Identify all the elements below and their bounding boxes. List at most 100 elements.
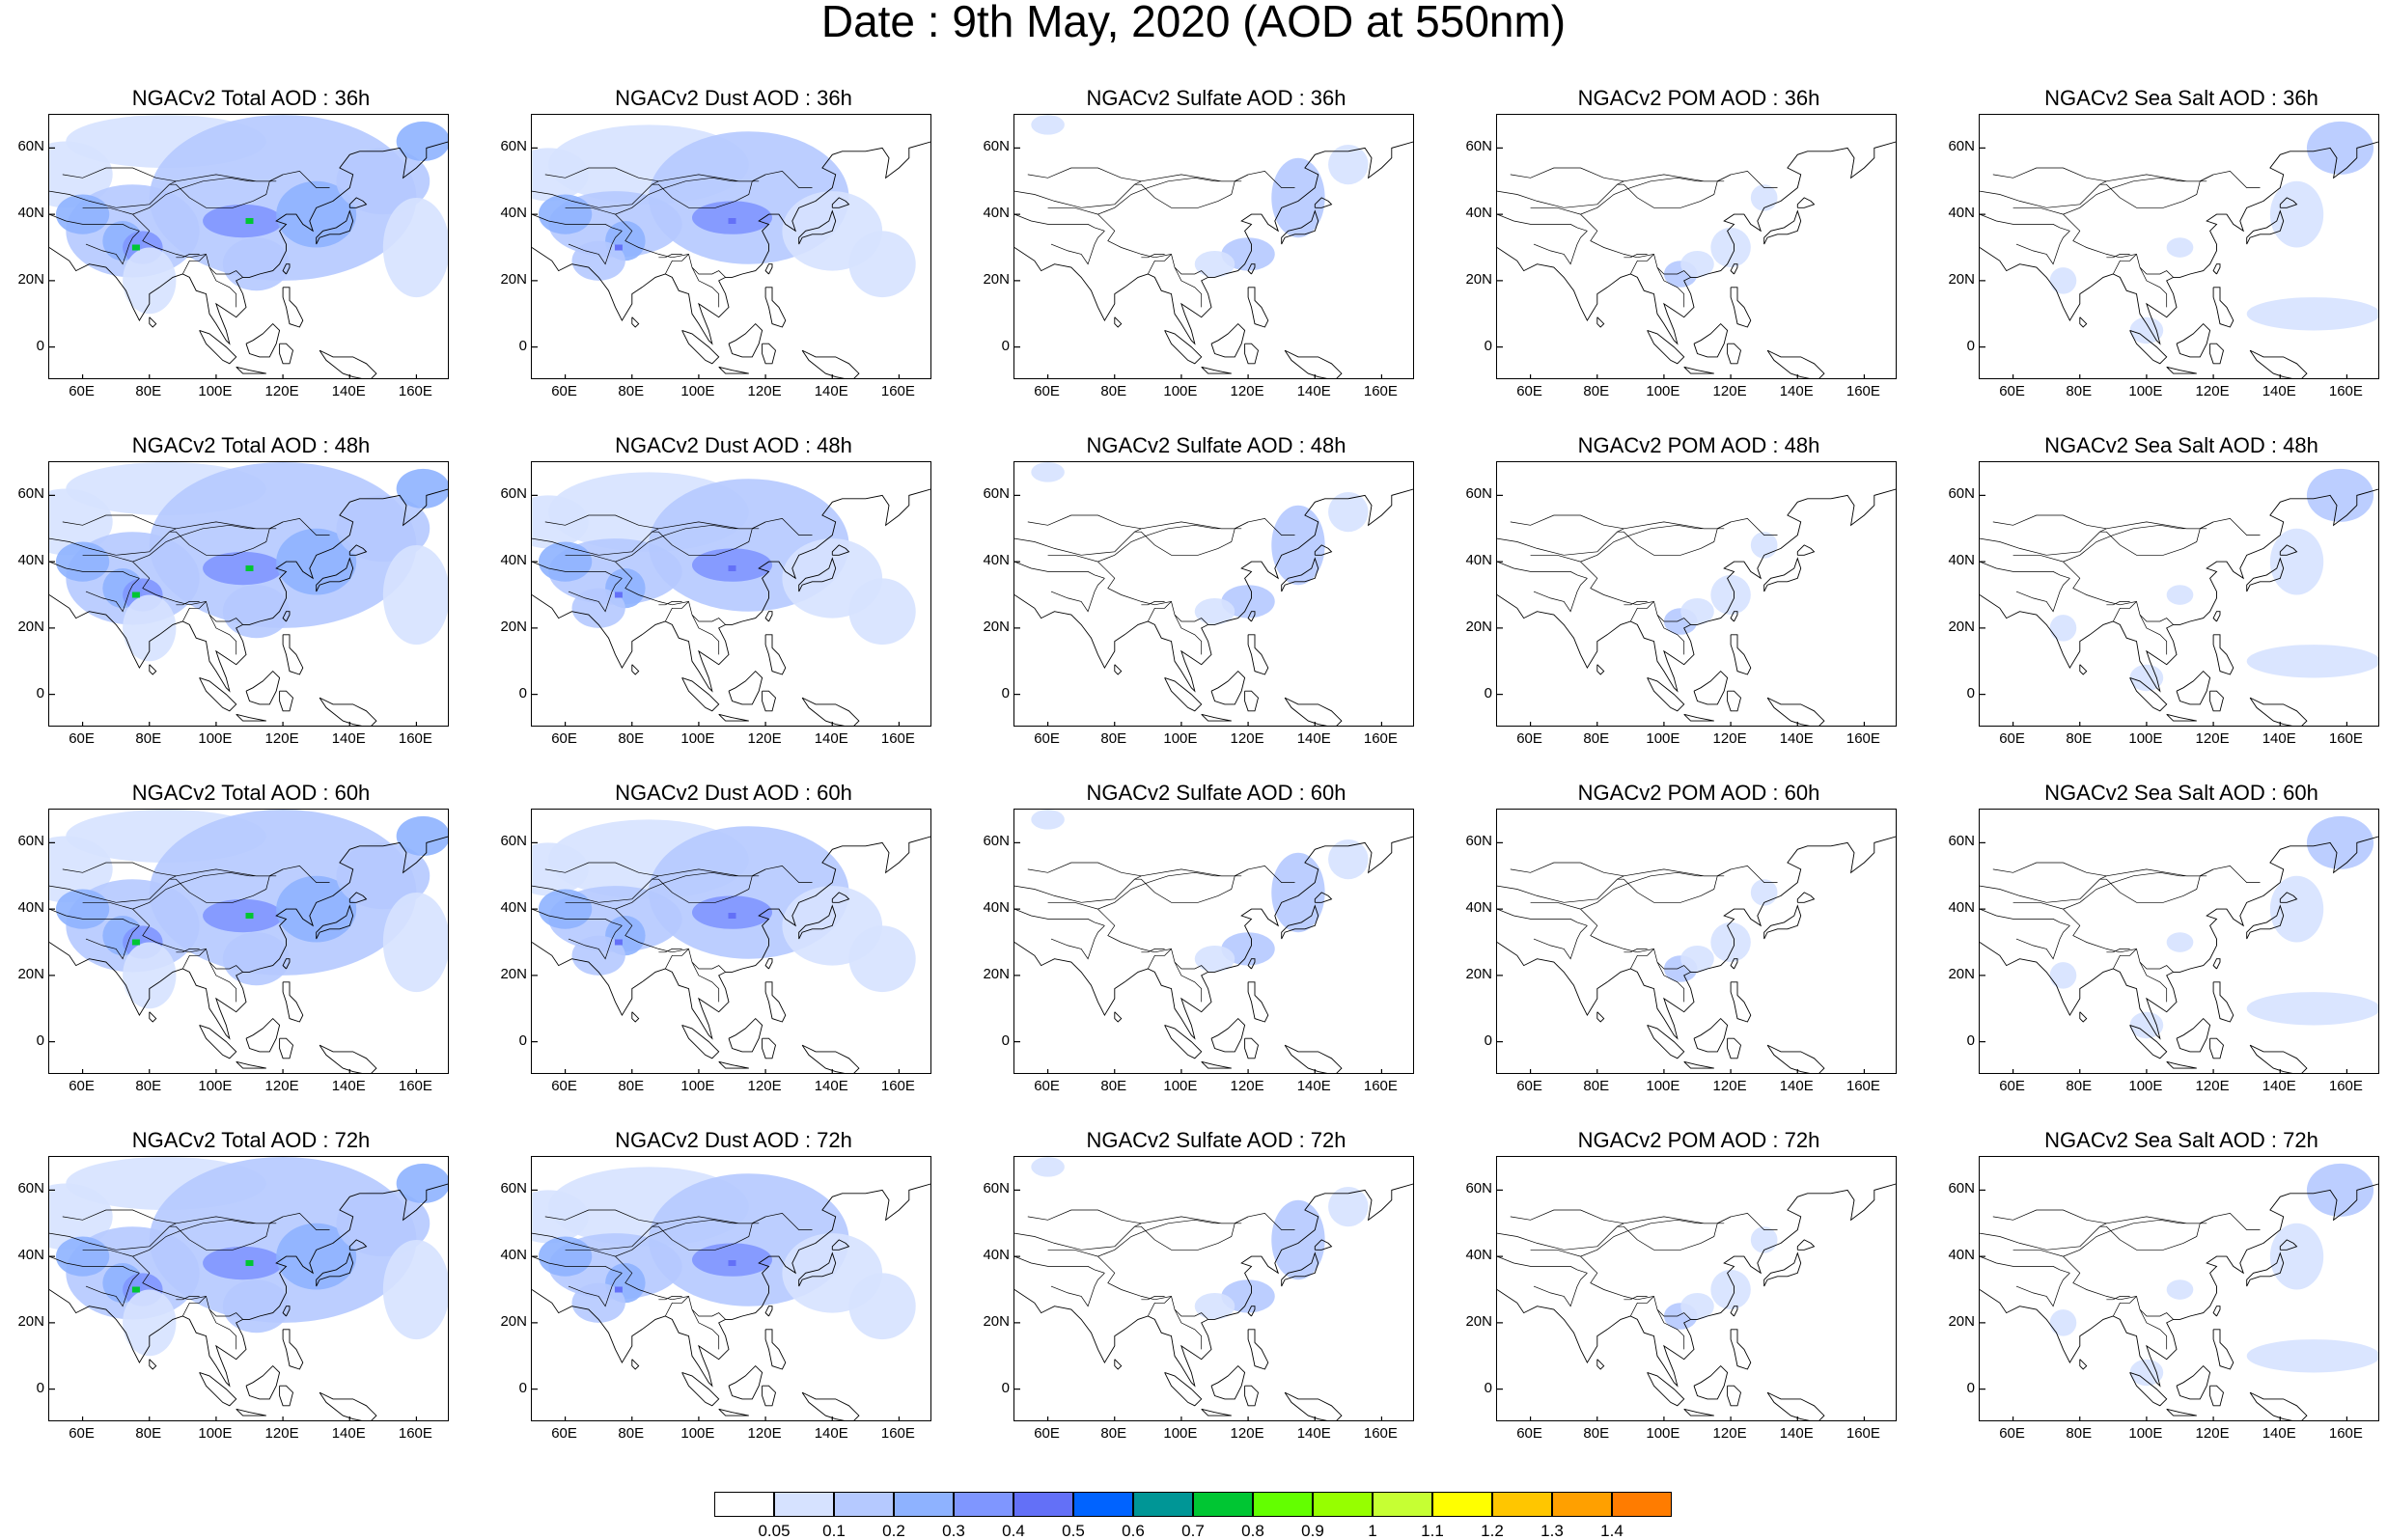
aod-hotspot bbox=[131, 591, 140, 598]
country-border bbox=[1014, 521, 1242, 556]
country-border bbox=[62, 514, 177, 530]
aod-hotspot bbox=[728, 218, 736, 224]
coastline bbox=[1314, 544, 1333, 556]
lat-label: 20N bbox=[983, 270, 1010, 288]
coastline bbox=[348, 197, 368, 208]
coastline bbox=[801, 697, 860, 726]
map-frame bbox=[1013, 809, 1414, 1074]
lon-label: 60E bbox=[1516, 1078, 1542, 1094]
coastline bbox=[831, 892, 850, 903]
aod-shading bbox=[1750, 184, 1778, 211]
map-panel-sulfate-36h: NGACv2 Sulfate AOD : 36h 60N 40N 20N 0 60E 80E… bbox=[965, 87, 1419, 405]
aod-shading bbox=[2269, 875, 2324, 943]
lon-label: 160E bbox=[398, 730, 432, 747]
country-border bbox=[2012, 518, 2261, 563]
lon-label: 140E bbox=[814, 383, 848, 399]
aod-shading bbox=[1710, 574, 1751, 616]
country-border bbox=[1027, 862, 1142, 877]
aod-shading bbox=[692, 201, 772, 234]
country-border bbox=[565, 171, 813, 215]
coastline bbox=[2212, 263, 2221, 275]
lon-label: 160E bbox=[398, 1078, 432, 1094]
coastline bbox=[798, 209, 837, 245]
lat-label: 40N bbox=[983, 899, 1010, 917]
coastline bbox=[718, 713, 749, 722]
coastline bbox=[1647, 676, 1685, 712]
coastline bbox=[1210, 322, 1246, 358]
lat-label: 60N bbox=[1465, 138, 1492, 155]
lat-label: 40N bbox=[17, 899, 44, 917]
coastline bbox=[2079, 316, 2088, 328]
colorbar-swatch bbox=[1193, 1492, 1253, 1517]
country-border bbox=[1141, 601, 1165, 606]
map-canvas bbox=[49, 1157, 448, 1420]
country-border bbox=[208, 961, 237, 1003]
map-frame bbox=[1979, 461, 2379, 727]
lat-label: 0 bbox=[36, 337, 44, 354]
aod-shading bbox=[1710, 227, 1751, 268]
lat-label: 0 bbox=[1966, 1031, 1975, 1049]
aod-shading bbox=[848, 1273, 916, 1340]
map-panel-grid: NGACv2 Total AOD : 36h 60N 40N 20N 0 60E 80E 10… bbox=[0, 86, 2384, 1442]
panel-title: NGACv2 Sea Salt AOD : 36h bbox=[2044, 86, 2318, 110]
lat-label: 20N bbox=[17, 618, 44, 635]
country-border bbox=[1047, 171, 1295, 215]
country-border bbox=[691, 1308, 720, 1350]
coastline bbox=[1244, 1037, 1259, 1059]
coastline bbox=[2249, 697, 2308, 726]
map-panel-seasalt-48h: NGACv2 Sea Salt AOD : 48h 60N 40N 20N 0 60E 80… bbox=[1930, 434, 2384, 753]
lat-label: 40N bbox=[1948, 205, 1975, 222]
country-border bbox=[1050, 925, 1105, 960]
map-frame bbox=[531, 809, 931, 1074]
panel-title: NGACv2 Sulfate AOD : 60h bbox=[1086, 781, 1346, 805]
lat-label: 60N bbox=[17, 138, 44, 155]
country-border bbox=[1656, 1308, 1685, 1350]
country-border bbox=[132, 561, 243, 625]
coastlines bbox=[1014, 488, 1413, 726]
aod-shading bbox=[2269, 528, 2324, 595]
country-border bbox=[565, 518, 813, 563]
coastline bbox=[1281, 209, 1319, 245]
coastline bbox=[1247, 263, 1256, 275]
map-canvas bbox=[1497, 1183, 1896, 1420]
lon-label: 120E bbox=[1230, 1425, 1264, 1442]
coastline bbox=[2129, 1024, 2168, 1059]
coastline bbox=[1693, 1017, 1729, 1053]
coastline bbox=[2212, 958, 2221, 970]
coastline bbox=[245, 322, 281, 358]
country-border bbox=[49, 174, 277, 208]
aod-shading bbox=[1680, 597, 1714, 625]
lon-label: 60E bbox=[1999, 730, 2025, 747]
country-border bbox=[1617, 521, 1732, 556]
country-border bbox=[1624, 601, 1648, 606]
coastline bbox=[1596, 1359, 1605, 1370]
lon-label: 140E bbox=[814, 1425, 848, 1442]
aod-hotspot bbox=[131, 939, 140, 946]
lat-label: 60N bbox=[1948, 485, 1975, 503]
country-border bbox=[1174, 961, 1203, 1003]
map-canvas bbox=[1980, 815, 2378, 1073]
aod-shading bbox=[1194, 945, 1235, 973]
coastline bbox=[1284, 697, 1343, 726]
coastline bbox=[1247, 981, 1269, 1023]
lon-label: 60E bbox=[1034, 383, 1060, 399]
aod-shading bbox=[336, 148, 430, 215]
coastline bbox=[1796, 197, 1816, 208]
aod-hotspot bbox=[245, 1260, 254, 1266]
aod-shading bbox=[848, 925, 916, 993]
aod-shading bbox=[55, 194, 110, 234]
lon-label: 160E bbox=[2328, 383, 2363, 399]
map-panel-total-36h: NGACv2 Total AOD : 36h 60N 40N 20N 0 60E 80E 10… bbox=[0, 87, 454, 405]
aod-shading bbox=[1271, 1199, 1325, 1280]
country-border bbox=[1530, 518, 1778, 563]
country-border bbox=[1174, 266, 1203, 308]
lon-label: 120E bbox=[1712, 730, 1747, 747]
lon-label: 60E bbox=[1516, 383, 1542, 399]
country-border bbox=[1147, 601, 1172, 622]
country-border bbox=[1980, 868, 2207, 903]
coastline bbox=[49, 836, 448, 1040]
colorbar-swatch bbox=[1013, 1492, 1073, 1517]
aod-shading bbox=[2246, 992, 2378, 1026]
country-border bbox=[1980, 908, 2070, 926]
country-border bbox=[1629, 254, 1654, 275]
